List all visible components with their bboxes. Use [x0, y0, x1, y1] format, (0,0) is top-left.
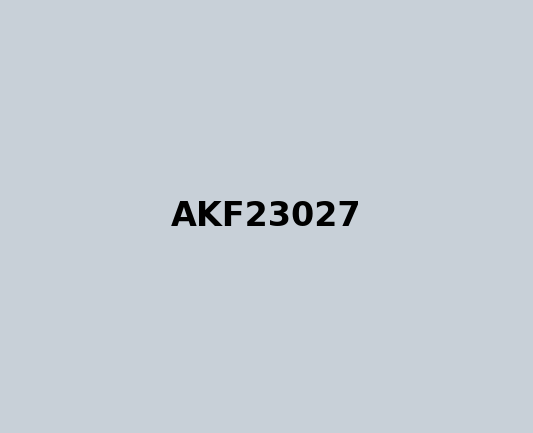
Text: AKF23027: AKF23027 — [171, 200, 362, 233]
